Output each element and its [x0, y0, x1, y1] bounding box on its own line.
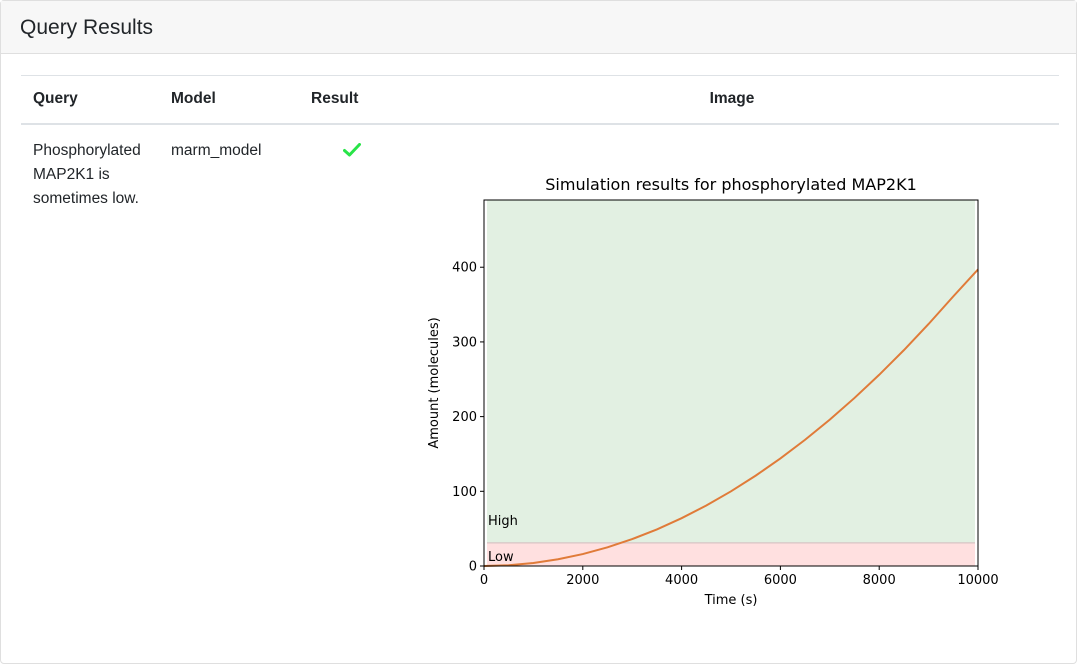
image-cell: 0 2000 4000 6000 8000 10000 0 100 200 300 400 Simu… — [405, 124, 1059, 639]
x-tick-label: 10000 — [957, 573, 998, 588]
region-label-low: Low — [488, 550, 514, 565]
query-cell: Phosphorylated MAP2K1 is sometimes low. — [33, 141, 141, 207]
column-header-model: Model — [159, 75, 299, 125]
results-table: Query Model Result Image Phosphorylated … — [21, 75, 1059, 639]
x-tick-label: 8000 — [863, 573, 896, 588]
table-header-row: Query Model Result Image — [21, 75, 1059, 125]
plot-lines — [483, 268, 979, 567]
chart-container: 0 2000 4000 6000 8000 10000 0 100 200 300 400 Simu… — [417, 139, 1047, 639]
column-header-query: Query — [21, 75, 159, 125]
plot-ticks: 0 2000 4000 6000 8000 10000 0 100 200 300 400 — [452, 260, 999, 587]
card-header: Query Results — [1, 1, 1076, 54]
x-tick-label: 4000 — [665, 573, 698, 588]
plot-regions — [487, 199, 975, 566]
x-tick-label: 2000 — [566, 573, 599, 588]
x-tick-label: 0 — [480, 573, 488, 588]
result-cell — [299, 124, 405, 639]
column-header-image: Image — [405, 75, 1059, 125]
low-region — [487, 542, 975, 566]
y-tick-label: 200 — [452, 410, 477, 425]
model-cell: marm_model — [171, 141, 262, 159]
series-line-0 — [483, 268, 979, 567]
table-row: Phosphorylated MAP2K1 is sometimes low. … — [21, 124, 1059, 639]
plot-border — [483, 199, 979, 566]
column-header-result: Result — [299, 75, 405, 125]
y-axis-label: Amount (molecules) — [427, 317, 442, 448]
plot-frame — [483, 199, 979, 566]
x-axis-label: Time (s) — [704, 593, 758, 608]
chart-title: Simulation results for phosphorylated MA… — [545, 175, 917, 194]
y-tick-label: 100 — [452, 484, 477, 499]
y-tick-label: 300 — [452, 335, 477, 350]
region-label-high: High — [488, 513, 518, 528]
page-title: Query Results — [20, 16, 154, 39]
checkmark-icon — [343, 141, 361, 165]
y-tick-label: 400 — [452, 260, 477, 275]
simulation-chart: 0 2000 4000 6000 8000 10000 0 100 200 300 400 Simu… — [427, 175, 999, 608]
x-tick-label: 6000 — [764, 573, 797, 588]
y-tick-label: 0 — [469, 559, 477, 574]
high-region — [487, 199, 975, 543]
checkmark-path — [343, 142, 361, 156]
